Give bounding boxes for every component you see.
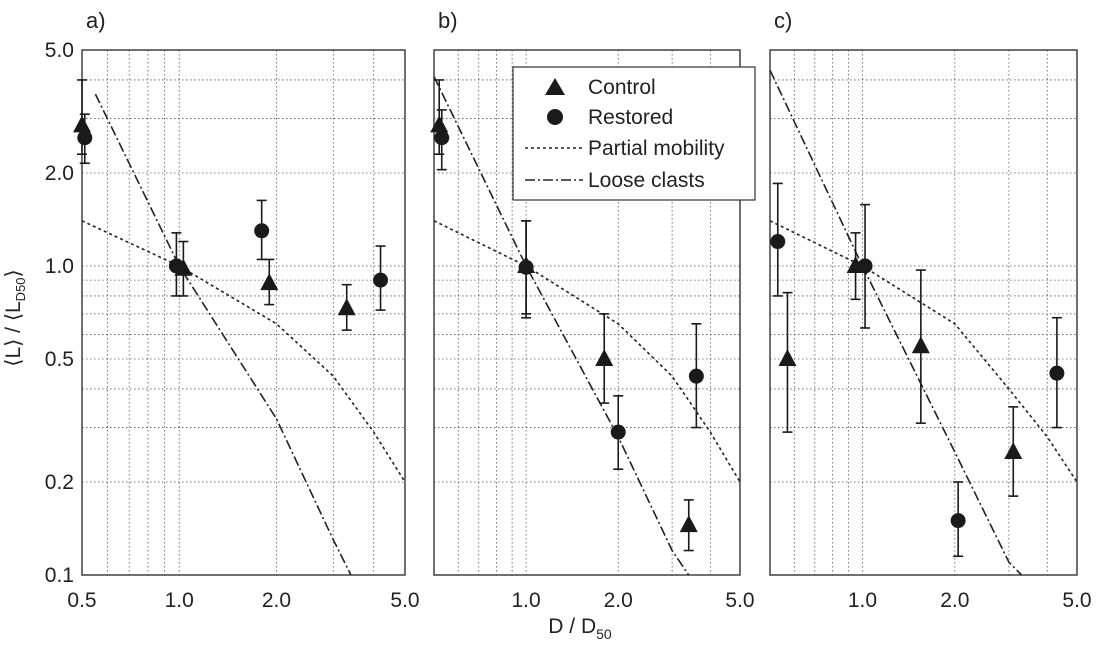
panel-frame <box>81 49 406 576</box>
partial-mobility-line <box>81 220 406 483</box>
control-point <box>911 336 930 354</box>
control-point <box>595 349 614 367</box>
y-tick-label: 0.5 <box>45 348 74 371</box>
restored-point <box>1049 365 1065 381</box>
y-tick-label: 1.0 <box>45 255 74 278</box>
control-point <box>73 115 91 133</box>
panel-3: 1.0 2.0 5.0 c) <box>769 8 1092 612</box>
restored-point <box>770 234 786 250</box>
restored-point <box>373 272 389 288</box>
legend-restored-label: Restored <box>588 106 673 129</box>
control-point <box>430 115 449 133</box>
y-tick-label: 0.2 <box>45 471 74 494</box>
legend-partial-label: Partial mobility <box>588 137 725 160</box>
legend: Control Restored Partial mobility Loose … <box>512 66 756 201</box>
x-tick-label: 1.0 <box>165 589 194 612</box>
x-tick-label: 5.0 <box>1062 589 1091 612</box>
y-tick-label: 5.0 <box>45 39 74 62</box>
legend-restored-marker <box>547 109 563 125</box>
panel-1: 0.5 1.0 2.0 5.0 0.1 0.2 0.5 1.0 2.0 5.0 a) <box>45 8 420 612</box>
partial-mobility-line <box>769 220 1078 483</box>
control-point <box>260 273 279 291</box>
x-tick-label: 0.5 <box>67 589 96 612</box>
partial-mobility-line <box>433 220 741 483</box>
x-tick-label: 1.0 <box>848 589 877 612</box>
legend-control-marker <box>545 78 565 95</box>
restored-point <box>434 130 450 146</box>
x-axis-title: D / D50 <box>548 615 612 642</box>
restored-point <box>688 368 704 384</box>
restored-point <box>950 513 966 529</box>
restored-point <box>518 259 534 275</box>
loose-clasts-line <box>769 69 1023 576</box>
legend-control-label: Control <box>588 76 656 99</box>
loose-clasts-line <box>94 93 352 576</box>
panel-label: b) <box>438 8 458 33</box>
control-point <box>679 515 698 533</box>
x-tick-label: 2.0 <box>940 589 969 612</box>
panel-label: a) <box>86 8 106 33</box>
control-point <box>1004 442 1023 460</box>
y-axis-title: ⟨L⟩ / ⟨LD50⟩ <box>2 269 28 367</box>
panel-label: c) <box>774 8 792 33</box>
control-point <box>337 298 356 316</box>
restored-point <box>168 258 184 274</box>
legend-loose-label: Loose clasts <box>588 169 705 192</box>
x-tick-label: 2.0 <box>604 589 633 612</box>
restored-point <box>857 258 873 274</box>
restored-point <box>610 424 626 440</box>
restored-point <box>77 130 93 146</box>
panel-frame <box>433 49 741 576</box>
x-tick-label: 5.0 <box>725 589 754 612</box>
x-tick-label: 1.0 <box>512 589 541 612</box>
y-tick-label: 0.1 <box>45 564 74 587</box>
panel-frame <box>769 49 1078 576</box>
restored-point <box>254 223 270 239</box>
x-tick-label: 2.0 <box>262 589 291 612</box>
y-tick-label: 2.0 <box>45 162 74 185</box>
control-point <box>778 349 797 367</box>
x-tick-label: 5.0 <box>390 589 419 612</box>
